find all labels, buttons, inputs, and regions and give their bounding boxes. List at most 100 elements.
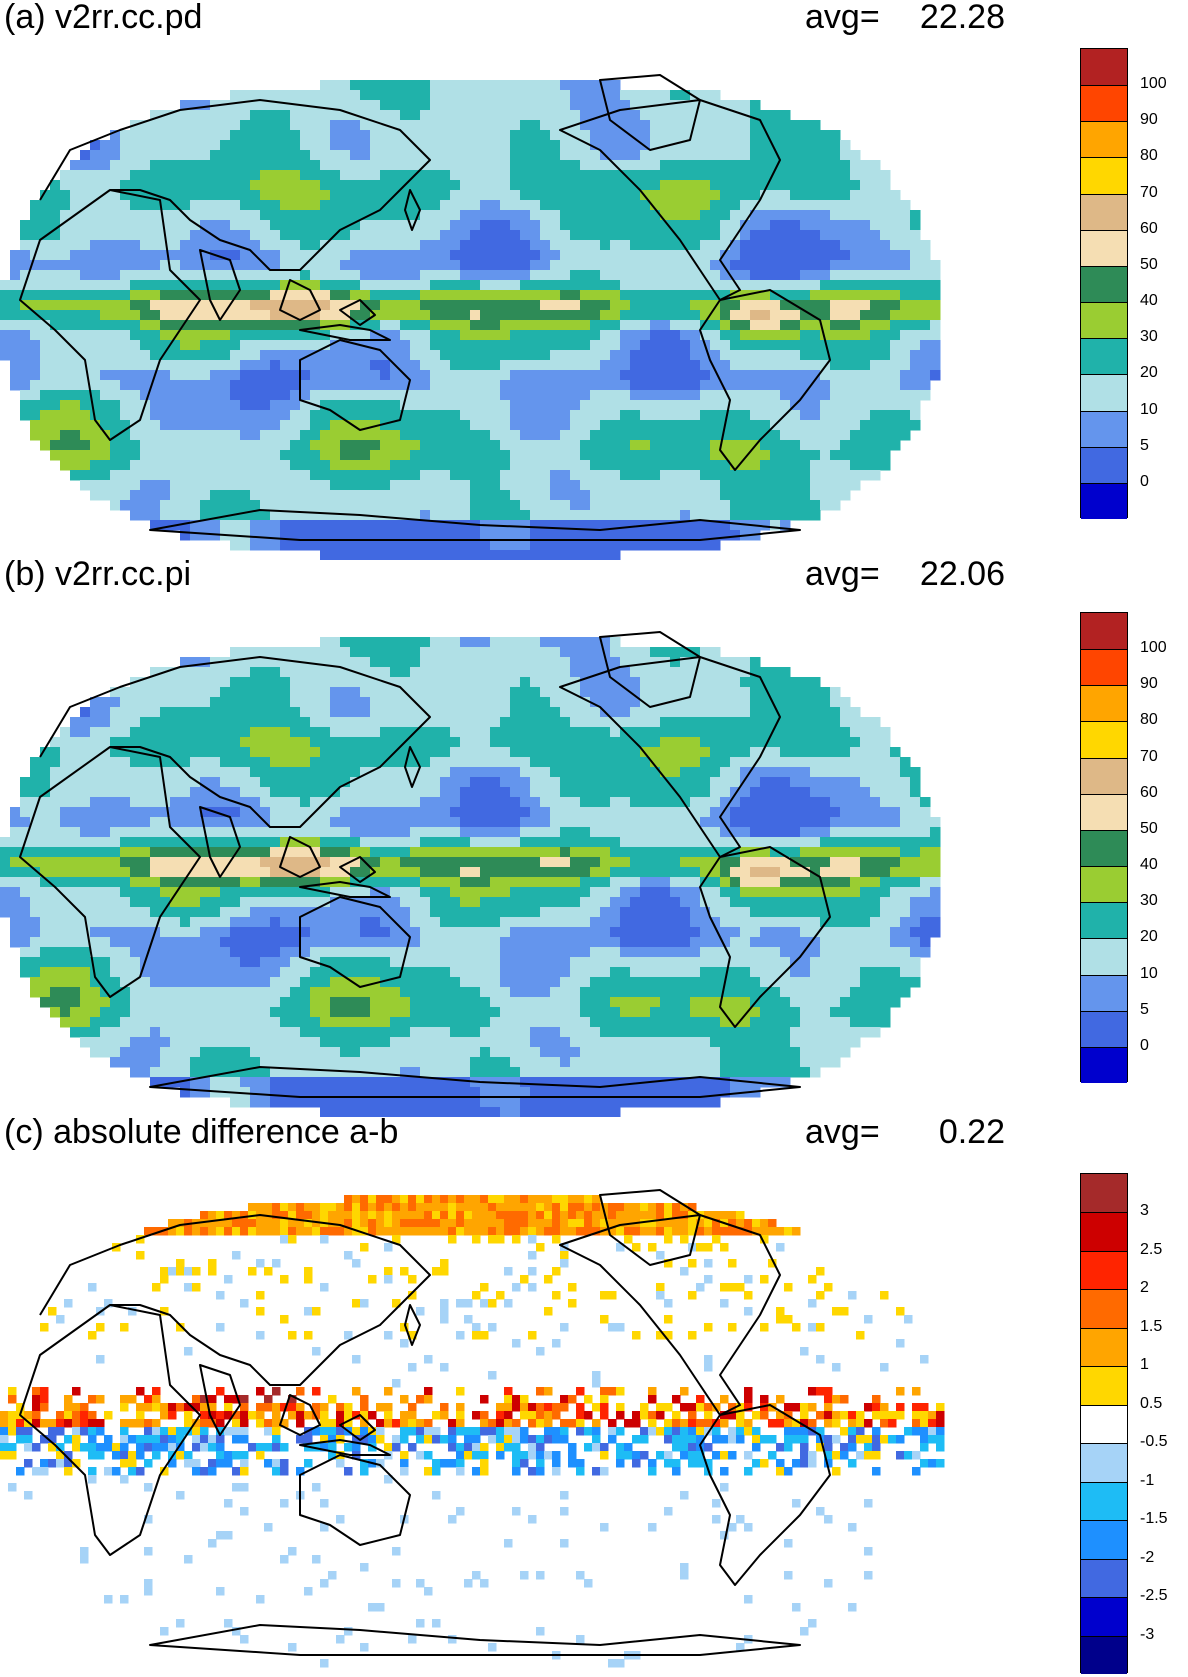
colorbar-tick-label: 80: [1140, 147, 1158, 165]
map-cell: [770, 520, 781, 531]
map-cell: [500, 200, 511, 211]
map-cell: [140, 370, 151, 381]
map-cell: [300, 647, 311, 658]
map-cell: [340, 737, 351, 748]
map-cell: [420, 667, 431, 678]
map-cell: [540, 520, 551, 531]
map-cell: [150, 310, 161, 321]
map-cell: [620, 190, 631, 201]
map-cell: [270, 350, 281, 361]
map-cell: [160, 150, 171, 161]
map-cell: [900, 360, 911, 371]
map-cell: [500, 747, 511, 758]
map-cell: [930, 340, 941, 351]
map-cell: [700, 707, 711, 718]
map-cell: [690, 170, 701, 181]
map-cell: [540, 290, 551, 301]
map-cell: [210, 667, 221, 678]
map-cell: [820, 180, 831, 191]
map-cell: [770, 250, 781, 261]
map-cell: [80, 717, 91, 728]
map-cell: [310, 100, 321, 111]
map-cell: [380, 697, 391, 708]
map-cell: [580, 677, 591, 688]
map-cell: [250, 150, 261, 161]
map-cell: [240, 737, 251, 748]
map-cell: [730, 707, 741, 718]
map-cell: [470, 310, 481, 321]
map-cell: [700, 400, 711, 411]
map-cell: [720, 470, 731, 481]
map-cell: [850, 370, 861, 381]
map-cell: [550, 350, 561, 361]
map-cell: [440, 190, 451, 201]
map-cell: [70, 430, 81, 441]
map-cell: [760, 350, 771, 361]
map-cell: [900, 757, 911, 768]
colorbar-tick-label: 10: [1140, 400, 1158, 418]
map-cell: [210, 767, 221, 778]
map-cell: [300, 220, 311, 231]
map-cell: [330, 220, 341, 231]
map-cell: [620, 200, 631, 211]
map-cell: [700, 510, 711, 521]
map-cell: [830, 160, 841, 171]
map-cell: [270, 260, 281, 271]
map-cell: [250, 530, 261, 541]
map-cell: [550, 767, 561, 778]
map-cell: [380, 777, 391, 788]
map-cell: [330, 350, 341, 361]
map-cell: [560, 350, 571, 361]
map-cell: [210, 500, 221, 511]
map-cell: [830, 500, 841, 511]
map-cell: [200, 150, 211, 161]
map-cell: [140, 687, 151, 698]
map-cell: [390, 310, 401, 321]
map-cell: [610, 220, 621, 231]
map-cell: [380, 240, 391, 251]
map-cell: [830, 180, 841, 191]
map-cell: [610, 550, 621, 560]
map-cell: [480, 330, 491, 341]
map-cell: [60, 777, 71, 788]
map-cell: [380, 80, 391, 91]
map-cell: [410, 200, 421, 211]
map-cell: [800, 490, 811, 501]
map-cell: [730, 340, 741, 351]
map-cell: [360, 260, 371, 271]
map-cell: [230, 440, 241, 451]
map-cell: [790, 707, 801, 718]
map-cell: [560, 550, 571, 560]
map-cell: [80, 737, 91, 748]
map-cell: [570, 520, 581, 531]
map-cell: [750, 470, 761, 481]
map-cell: [280, 260, 291, 271]
map-cell: [160, 290, 171, 301]
map-cell: [400, 697, 411, 708]
map-cell: [690, 420, 701, 431]
map-cell: [510, 280, 521, 291]
map-cell: [710, 310, 721, 321]
map-cell: [610, 677, 621, 688]
map-cell: [450, 110, 461, 121]
map-cell: [460, 90, 471, 101]
map-cell: [460, 290, 471, 301]
map-cell: [430, 510, 441, 521]
map-cell: [310, 510, 321, 521]
map-cell: [360, 340, 371, 351]
map-cell: [850, 310, 861, 321]
map-cell: [800, 230, 811, 241]
map-cell: [470, 500, 481, 511]
map-cell: [700, 530, 711, 541]
map-cell: [210, 430, 221, 441]
map-cell: [370, 100, 381, 111]
map-cell: [760, 450, 771, 461]
map-cell: [290, 90, 301, 101]
map-cell: [110, 400, 121, 411]
map-cell: [250, 310, 261, 321]
map-cell: [280, 110, 291, 121]
map-cell: [280, 450, 291, 461]
map-cell: [630, 280, 641, 291]
map-cell: [690, 520, 701, 531]
map-cell: [220, 350, 231, 361]
